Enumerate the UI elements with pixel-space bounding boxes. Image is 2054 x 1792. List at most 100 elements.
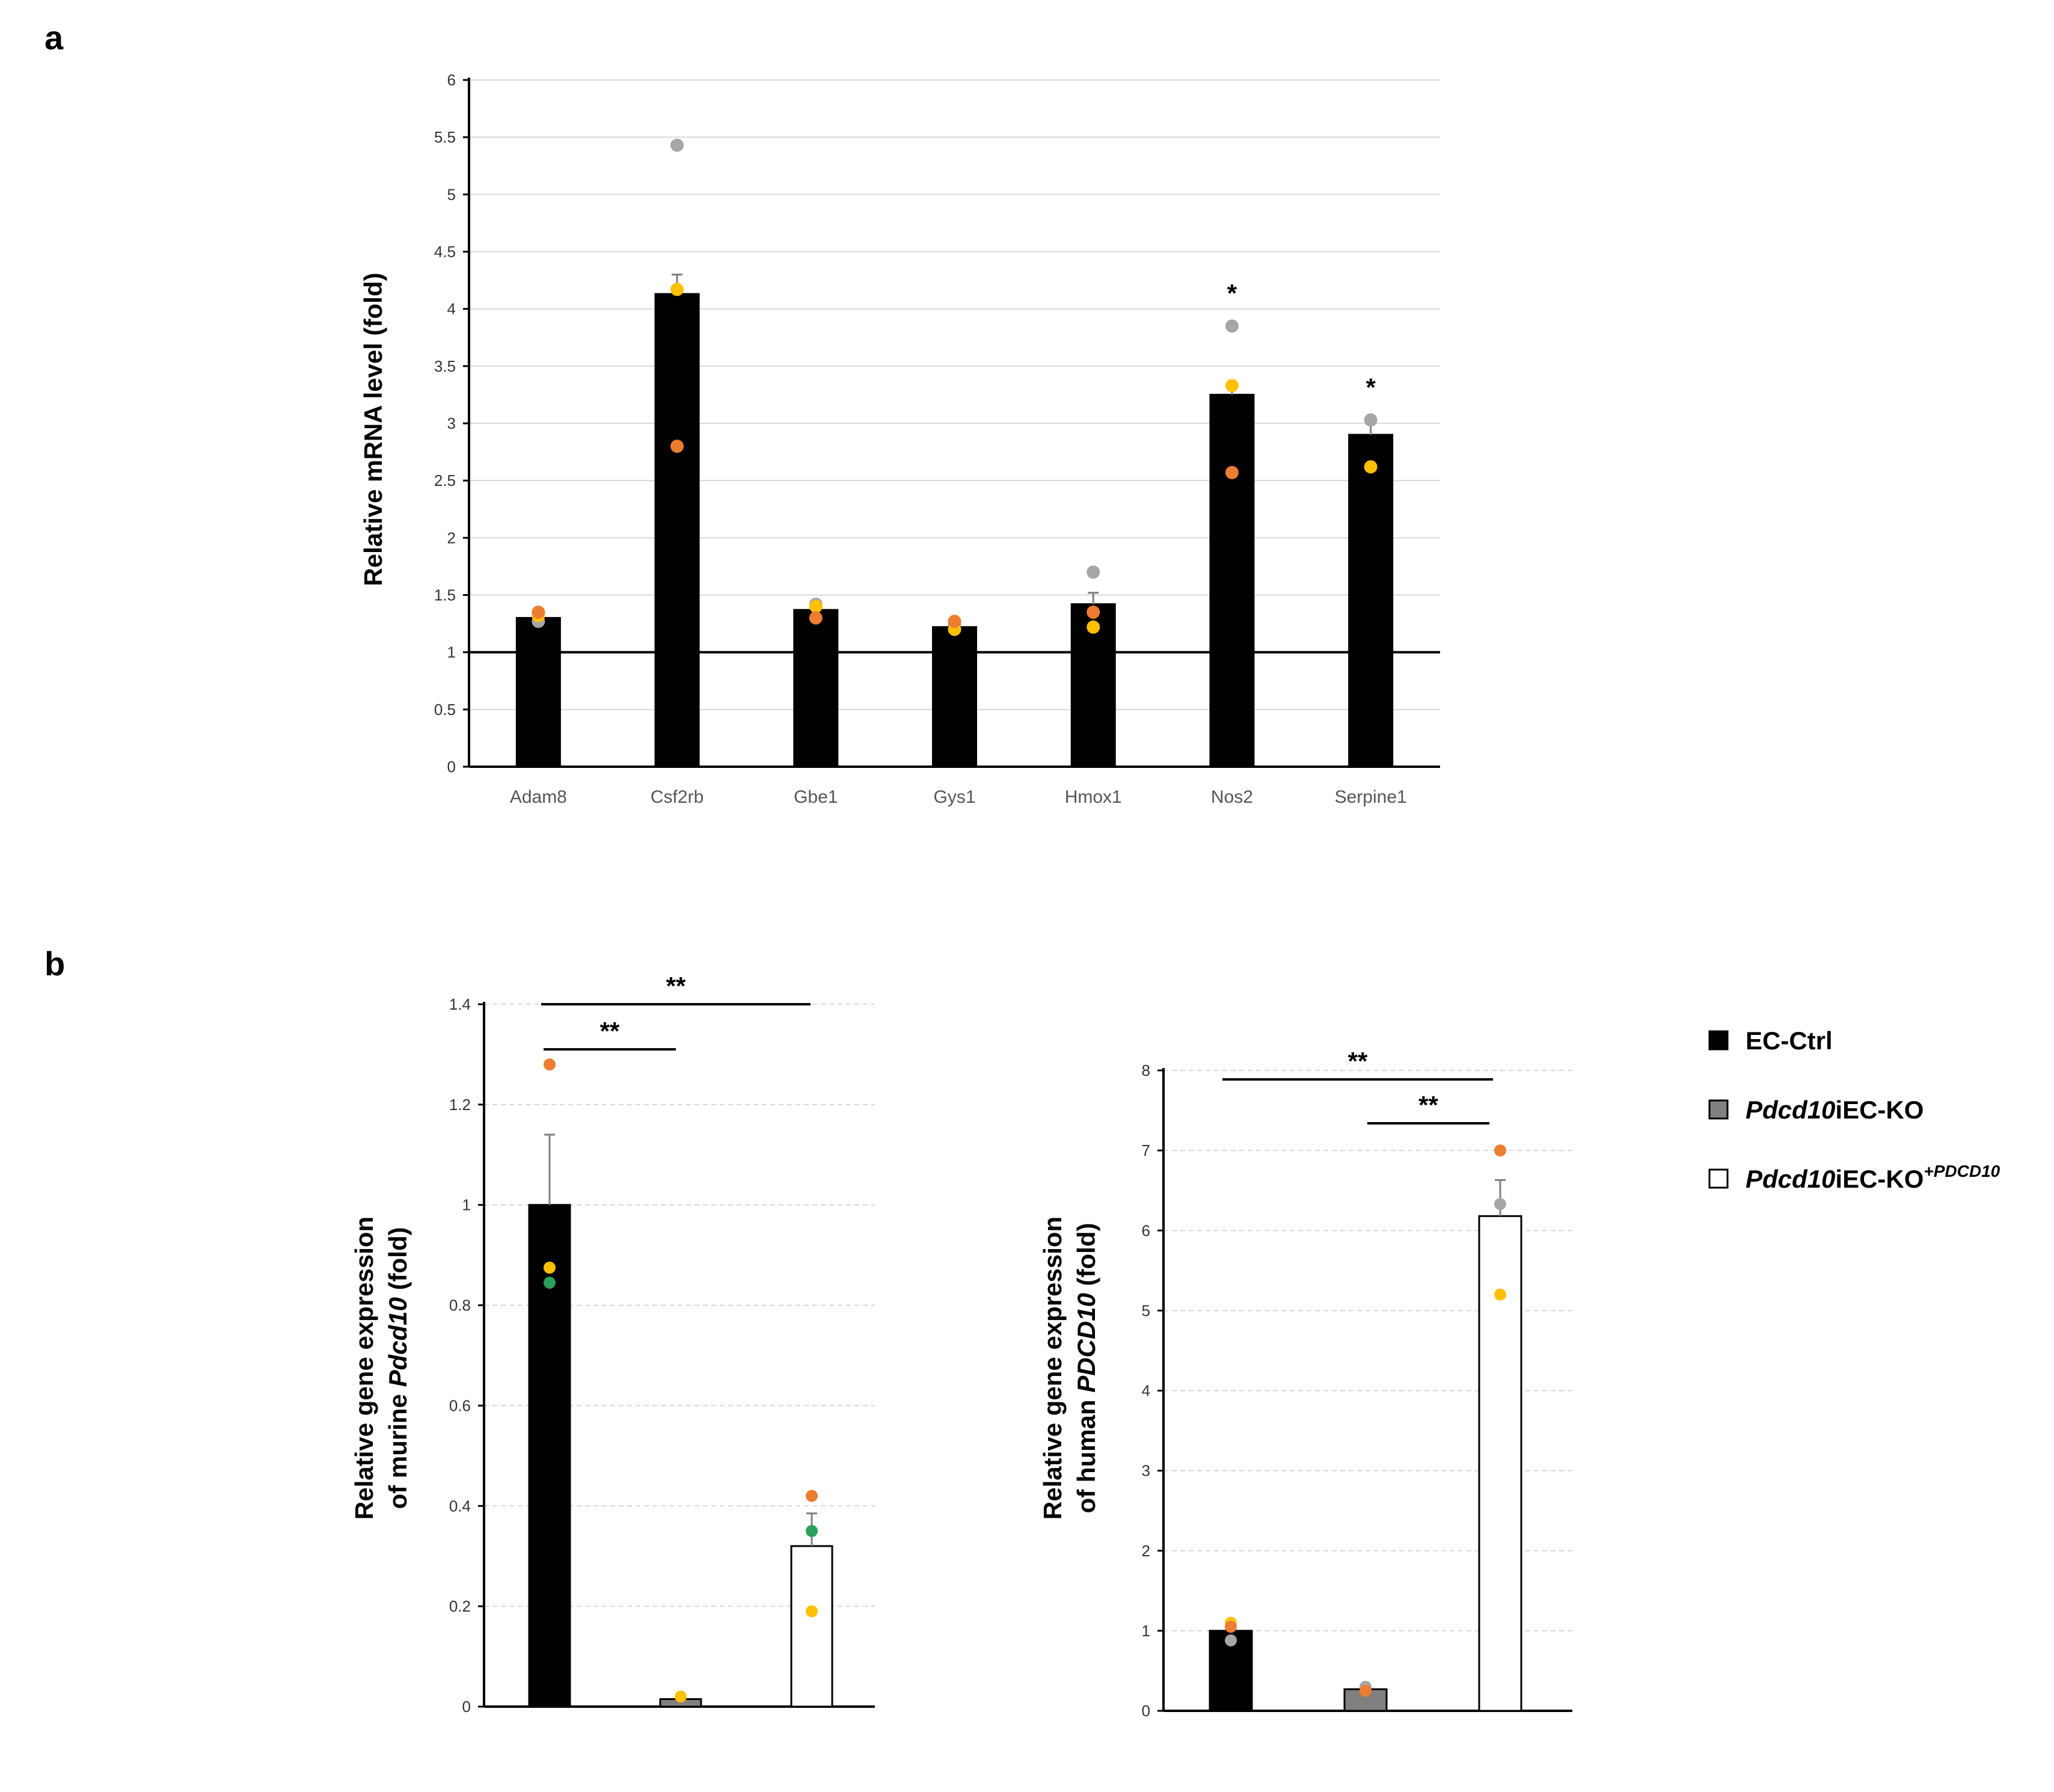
chart-a: 0 0.5 1 1.5 2 2.5 3 3.5 4 4.5 5 5.5 6 Adam8 Csf2rb Gbe1… <box>359 71 1440 807</box>
legend-label: Pdcd10iEC-KO+PDCD10 <box>1746 1162 2000 1193</box>
bar-Adam8 <box>515 617 561 768</box>
bar-Csf2rb <box>654 293 700 768</box>
panel-letter-b: b <box>44 945 65 983</box>
x-tick-label: Nos2 <box>1211 787 1253 807</box>
y-tick-label: 0.4 <box>449 1497 471 1515</box>
legend-label-text: iEC-KO <box>1835 1165 1924 1193</box>
legend-swatch-black <box>1708 1030 1729 1051</box>
y-axis-label-line: Relative gene expression <box>1038 1217 1067 1520</box>
data-point <box>809 600 823 613</box>
bar-Nos2 <box>1209 393 1255 768</box>
y-tick-label: 3 <box>447 414 456 432</box>
data-point <box>532 606 545 619</box>
data-point <box>1494 1288 1506 1301</box>
y-tick-label: 2 <box>447 529 456 547</box>
y-tick-label: 4 <box>1142 1382 1150 1400</box>
data-point <box>670 440 684 453</box>
data-point <box>806 1605 818 1618</box>
legend-swatch-white <box>1708 1168 1729 1189</box>
legend-swatch-grey <box>1708 1099 1729 1120</box>
y-axis-label-line: Relative gene expression <box>350 1217 378 1520</box>
y-axis-label-line: Relative mRNA level (fold) <box>359 272 387 586</box>
y-axis-label-line: of murine Pdcd10 (fold) <box>384 1227 412 1509</box>
y-tick-label: 6 <box>1142 1221 1150 1239</box>
y-tick-label: 0.2 <box>449 1597 471 1615</box>
x-tick-label: Hmox1 <box>1065 787 1122 807</box>
data-point <box>806 1525 818 1537</box>
data-point <box>1364 460 1378 474</box>
data-point <box>1225 465 1239 479</box>
y-tick-label: 0.6 <box>449 1396 471 1414</box>
bar-Gys1 <box>932 626 977 768</box>
y-tick-label: 2.5 <box>434 471 456 489</box>
data-point <box>544 1262 556 1274</box>
y-tick-label: 5 <box>447 185 456 203</box>
y-tick-label: 6 <box>447 71 456 89</box>
y-tick-label: 1.4 <box>449 995 471 1013</box>
panel-letter-a: a <box>44 19 64 57</box>
legend-label-text: iEC-KO <box>1835 1096 1924 1124</box>
y-tick-label: 0 <box>1142 1702 1150 1720</box>
data-point <box>675 1690 687 1703</box>
data-point <box>670 283 684 296</box>
legend-label: EC-Ctrl <box>1746 1026 1833 1055</box>
data-point <box>544 1277 556 1289</box>
y-axis-label-line: of human PDCD10 (fold) <box>1072 1223 1100 1514</box>
y-tick-label: 2 <box>1142 1542 1150 1560</box>
legend-label-gene: Pdcd10 <box>1746 1096 1835 1124</box>
y-axis-label-gene: Pdcd10 <box>384 1297 412 1387</box>
significance-label: ** <box>1418 1091 1438 1119</box>
data-point <box>1225 379 1239 393</box>
data-point <box>1087 606 1100 619</box>
significance-label: * <box>1366 373 1376 401</box>
x-tick-label: Adam8 <box>510 787 567 807</box>
y-tick-label: 4.5 <box>434 243 456 261</box>
chart-b-murine: 0 0.2 0.4 0.6 0.8 1 1.2 1.4 ** ** Relative gene ex… <box>350 972 875 1716</box>
chart-b-human: 0 1 2 3 4 5 6 7 8 ** ** Relative gene expression of … <box>1038 1047 1572 1720</box>
y-tick-label: 8 <box>1142 1061 1150 1079</box>
data-point <box>670 138 684 152</box>
y-tick-label: 1 <box>447 643 456 661</box>
y-tick-label: 3 <box>1142 1462 1150 1480</box>
data-point <box>806 1490 818 1502</box>
legend-label-sup: +PDCD10 <box>1924 1162 2000 1180</box>
y-axis-label: Relative mRNA level (fold) <box>359 272 387 586</box>
data-point <box>1364 413 1378 427</box>
data-point <box>1494 1198 1506 1211</box>
y-tick-label: 1 <box>1142 1622 1150 1640</box>
data-point <box>1087 620 1100 634</box>
data-point <box>1494 1144 1506 1157</box>
y-tick-label: 0.8 <box>449 1296 471 1315</box>
bar-Serpine1 <box>1348 434 1394 768</box>
legend-label: Pdcd10iEC-KO <box>1746 1096 1924 1124</box>
data-point <box>1225 1634 1237 1646</box>
y-tick-label: 4 <box>447 300 456 318</box>
significance-label: ** <box>666 972 686 1000</box>
legend-label-text: EC-Ctrl <box>1746 1026 1833 1055</box>
y-tick-label: 0.5 <box>434 701 456 719</box>
y-axis-label: Relative gene expression of human PDCD10 … <box>1038 1217 1100 1520</box>
y-tick-label: 1.2 <box>449 1096 471 1114</box>
y-tick-label: 1.5 <box>434 586 456 604</box>
y-tick-label: 0 <box>447 758 456 776</box>
y-tick-label: 5 <box>1142 1301 1150 1319</box>
data-point <box>1225 319 1239 333</box>
data-point <box>809 611 823 625</box>
data-point <box>544 1058 556 1071</box>
x-tick-label: Gys1 <box>933 787 975 807</box>
legend-label-gene: Pdcd10 <box>1746 1165 1835 1193</box>
significance-label: ** <box>1348 1047 1368 1075</box>
y-tick-label: 5.5 <box>434 128 456 146</box>
bar-Pdcd10iEC-KO+PDCD10 <box>790 1545 833 1708</box>
data-point <box>1360 1684 1372 1697</box>
y-tick-label: 0 <box>462 1698 471 1716</box>
data-point <box>1225 1621 1237 1633</box>
y-tick-label: 3.5 <box>434 357 456 375</box>
y-tick-label: 1 <box>462 1196 471 1214</box>
x-tick-label: Serpine1 <box>1335 787 1407 807</box>
y-axis-label-gene: PDCD10 <box>1072 1293 1100 1393</box>
x-tick-label: Gbe1 <box>794 787 838 807</box>
significance-label: ** <box>600 1017 620 1045</box>
data-point <box>1087 565 1100 579</box>
